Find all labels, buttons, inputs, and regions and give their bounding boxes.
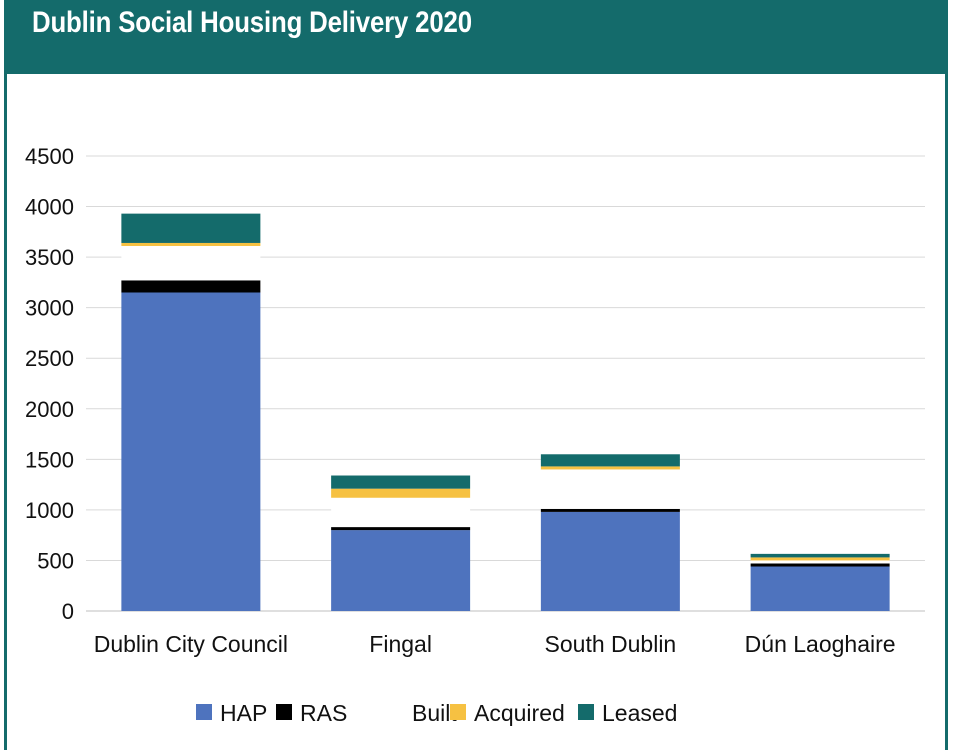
title-bar: Dublin Social Housing Delivery 2020 [4, 0, 948, 74]
bar-segment-hap [121, 292, 261, 611]
category-label: South Dublin [545, 631, 677, 657]
bar-segment-built [121, 245, 261, 281]
y-tick-label: 500 [37, 548, 74, 573]
y-tick-label: 2500 [25, 346, 74, 371]
bar-segment-leased [121, 213, 261, 243]
bar-segment-hap [540, 511, 680, 611]
y-tick-label: 1500 [25, 447, 74, 472]
bar-segment-leased [331, 475, 471, 489]
y-tick-label: 3000 [25, 296, 74, 321]
legend-label: RAS [300, 700, 347, 726]
y-tick-label: 1000 [25, 498, 74, 523]
bar-segment-hap [331, 530, 471, 611]
bar-segment-built [540, 469, 680, 509]
bar-segment-leased [540, 454, 680, 467]
category-label: Dublin City Council [94, 631, 288, 657]
bar-segment-ras [331, 527, 471, 531]
legend-label: Acquired [474, 700, 565, 726]
bar-segment-acquired [331, 488, 471, 498]
legend-label: Leased [602, 700, 677, 726]
legend-swatch-ras [276, 704, 292, 720]
bar-segment-acquired [540, 466, 680, 470]
legend-swatch-leased [578, 704, 594, 720]
category-label: Fingal [369, 631, 432, 657]
y-tick-label: 3500 [25, 245, 74, 270]
bar-segment-hap [750, 566, 890, 611]
bar-segment-built [331, 497, 471, 528]
category-label: Dún Laoghaire [745, 631, 896, 657]
y-tick-label: 4500 [25, 144, 74, 169]
legend-swatch-hap [196, 704, 212, 720]
bar-segment-acquired [121, 242, 261, 246]
bar-segment-ras [540, 508, 680, 512]
bar-segment-ras [750, 563, 890, 567]
legend-label: HAP [220, 700, 267, 726]
legend-label: Built [412, 700, 457, 726]
y-tick-label: 0 [62, 599, 74, 624]
bar-segment-acquired [750, 557, 890, 561]
bar-segment-built [750, 560, 890, 564]
bar-segment-ras [121, 280, 261, 293]
y-tick-label: 4000 [25, 195, 74, 220]
legend-swatch-built [388, 704, 404, 720]
y-tick-label: 2000 [25, 397, 74, 422]
bar-segment-leased [750, 553, 890, 558]
legend-swatch-acquired [450, 704, 466, 720]
chart-title: Dublin Social Housing Delivery 2020 [32, 6, 472, 39]
